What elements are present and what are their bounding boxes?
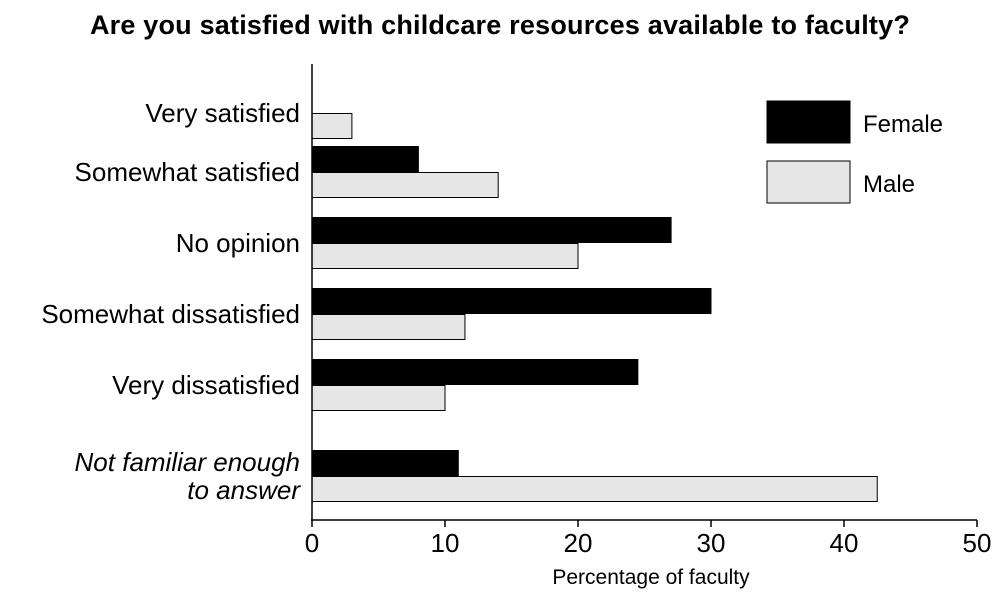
x-tick-label: 10	[431, 528, 460, 558]
bar-male	[311, 113, 353, 139]
legend-label-male: Male	[863, 171, 915, 198]
bar-female	[311, 450, 459, 476]
bars-layer	[311, 113, 878, 502]
bar-female	[311, 359, 639, 385]
x-tick-label: 30	[697, 528, 726, 558]
legend-swatch-male	[766, 160, 851, 204]
bar-male	[311, 476, 878, 502]
x-tick-label: 20	[564, 528, 593, 558]
category-label: Very satisfied	[145, 98, 300, 128]
category-label: Not familiar enough	[75, 447, 300, 477]
x-tick-label: 50	[963, 528, 992, 558]
category-labels: Very satisfied Somewhat satisfied No opini…	[41, 98, 301, 505]
x-axis-title: Percentage of faculty	[552, 566, 750, 589]
bar-female	[311, 217, 672, 243]
bar-female	[311, 146, 419, 172]
bar-male	[311, 314, 466, 340]
category-label: Somewhat satisfied	[75, 157, 300, 187]
bar-female	[311, 288, 712, 314]
chart-title: Are you satisfied with childcare resourc…	[89, 10, 911, 40]
axes: 0 10 20 30 40 50 Percentage of faculty	[305, 64, 992, 589]
bar-male	[311, 172, 499, 198]
x-tick-label: 0	[305, 528, 319, 558]
legend: Female Male	[766, 100, 943, 204]
category-label: No opinion	[176, 228, 300, 258]
category-label: to answer	[187, 475, 301, 505]
bar-male	[311, 243, 579, 269]
x-tick-label: 40	[830, 528, 859, 558]
legend-label-female: Female	[863, 111, 943, 138]
category-label: Very dissatisfied	[112, 370, 300, 400]
bar-male	[311, 385, 446, 411]
category-label: Somewhat dissatisfied	[41, 299, 300, 329]
legend-swatch-female	[766, 100, 851, 144]
